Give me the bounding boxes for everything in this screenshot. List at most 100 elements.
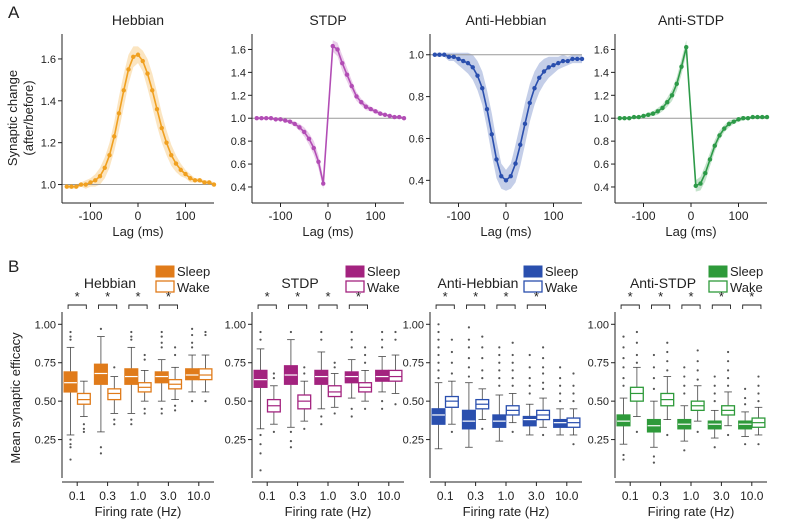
chart-title-anti-hebbian: Anti-Hebbian — [466, 12, 547, 28]
outlier-point — [683, 449, 686, 452]
data-point — [537, 75, 542, 80]
panel-a-ylabel-line1: Synaptic change — [5, 70, 20, 166]
outlier-point — [437, 361, 440, 364]
x-tick-label: 1.0 — [683, 489, 700, 503]
outlier-point — [160, 341, 163, 344]
outlier-point — [511, 430, 514, 433]
legend-swatch-wake — [523, 280, 543, 293]
outlier-point — [696, 378, 699, 381]
outlier-point — [622, 357, 625, 360]
panel-a-ylabel-line2: (after/before) — [21, 80, 36, 155]
y-tick-label: 1.00 — [225, 319, 246, 331]
significance-bracket — [67, 304, 87, 309]
data-point — [292, 121, 297, 127]
y-tick-label: 0.6 — [594, 159, 609, 171]
data-point — [722, 126, 727, 131]
outlier-point — [363, 407, 367, 410]
significance-star: * — [749, 289, 754, 304]
data-point — [83, 182, 88, 187]
outlier-point — [82, 430, 85, 433]
outlier-point — [333, 412, 336, 415]
outlier-point — [381, 400, 384, 403]
data-point — [387, 113, 392, 119]
outlier-point — [559, 384, 562, 387]
data-point — [551, 63, 556, 68]
outlier-point — [259, 443, 262, 446]
y-tick-label: 0.25 — [588, 435, 609, 447]
outlier-point — [272, 376, 275, 380]
outlier-point — [652, 455, 656, 458]
outlier-point — [511, 361, 514, 364]
x-tick-label: 0.3 — [99, 489, 116, 503]
data-point — [631, 114, 637, 120]
significance-bracket — [158, 304, 178, 309]
outlier-point — [744, 387, 747, 390]
significance-bracket — [98, 304, 118, 309]
data-point — [173, 161, 179, 166]
data-point — [570, 56, 575, 62]
line-chart-hebbian: Hebbian 1.0 1.2 1.4 1.6 -100 0 100 Lag (ms) — [41, 12, 217, 239]
outlier-point — [130, 423, 133, 426]
outlier-point — [541, 372, 545, 375]
y-tick-label: 0.50 — [588, 396, 609, 408]
x-axis-label: Firing rate (Hz) — [285, 504, 372, 519]
data-point — [97, 173, 103, 179]
x-tick-label: 100 — [175, 209, 195, 223]
x-tick-label: 3.0 — [713, 489, 730, 503]
significance-star: * — [75, 289, 80, 304]
box-sleep — [344, 371, 359, 384]
y-tick-label: 0.75 — [35, 358, 56, 370]
outlier-point — [541, 381, 545, 384]
outlier-point — [394, 403, 397, 406]
outlier-point — [99, 452, 103, 455]
outlier-point — [559, 392, 562, 395]
y-tick-label: 0.6 — [409, 133, 424, 145]
data-point — [316, 159, 321, 164]
data-point — [349, 83, 354, 89]
outlier-point — [143, 407, 146, 410]
data-point — [451, 54, 456, 60]
x-tick-label: 0 — [688, 209, 695, 223]
data-point — [197, 178, 202, 183]
outlier-point — [572, 384, 575, 387]
y-tick-label: 1.4 — [41, 96, 56, 108]
y-tick-label: 1.2 — [41, 138, 56, 150]
outlier-point — [69, 338, 72, 341]
y-tick-label: 0.75 — [225, 358, 246, 370]
outlier-point — [437, 323, 440, 326]
legend-label-wake: Wake — [545, 280, 578, 295]
data-point — [131, 54, 136, 60]
x-tick-label: -100 — [78, 209, 102, 223]
significance-star: * — [325, 289, 330, 304]
x-tick-label: -100 — [631, 209, 655, 223]
panel-b-letter: B — [8, 257, 19, 276]
data-point — [432, 52, 437, 57]
outlier-point — [113, 423, 116, 426]
y-tick-label: 0.4 — [594, 182, 609, 194]
y-tick-label: 1.0 — [231, 113, 246, 125]
box-sleep — [431, 408, 446, 425]
data-point — [78, 182, 84, 187]
outlier-point — [437, 338, 440, 341]
outlier-point — [498, 361, 501, 364]
data-point — [392, 114, 397, 120]
data-point — [745, 116, 751, 121]
outlier-point — [666, 433, 669, 437]
outlier-point — [333, 361, 336, 364]
outlier-point — [467, 326, 471, 329]
data-point — [764, 114, 770, 120]
outlier-point — [99, 446, 103, 449]
box-wake — [444, 395, 459, 408]
outlier-point — [666, 341, 669, 344]
legend-swatch-wake — [155, 280, 175, 293]
outlier-point — [666, 360, 669, 363]
outlier-point — [437, 346, 440, 349]
outlier-point — [726, 376, 730, 380]
x-axis-label: Lag (ms) — [302, 224, 353, 239]
box-wake — [76, 392, 91, 405]
outlier-point — [541, 433, 545, 437]
x-tick-label: -100 — [268, 209, 292, 223]
y-tick-label: 1.0 — [409, 50, 424, 62]
outlier-point — [289, 446, 293, 449]
y-tick-label: 0.25 — [225, 435, 246, 447]
